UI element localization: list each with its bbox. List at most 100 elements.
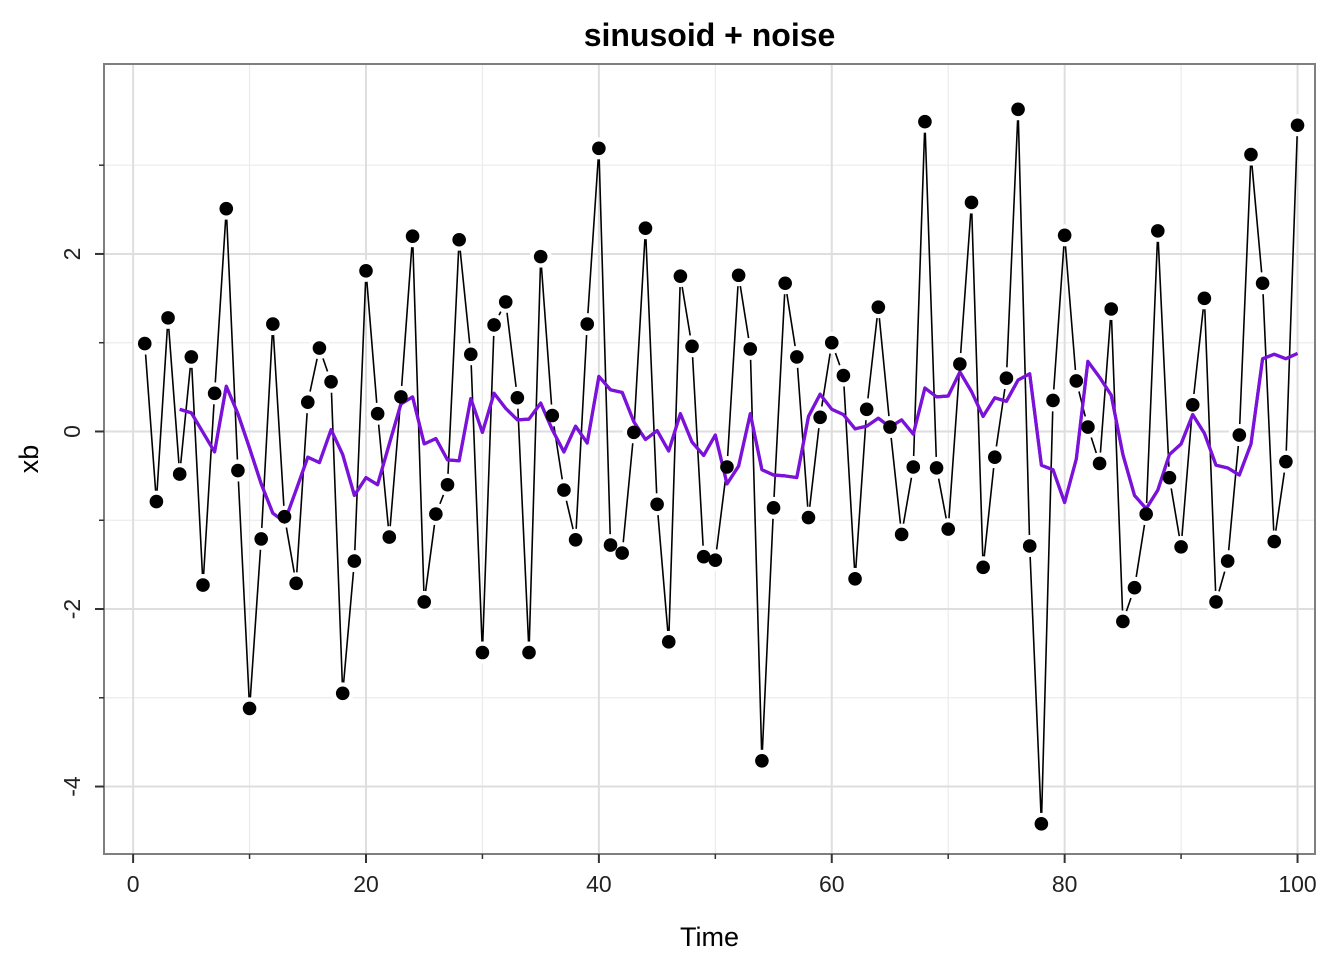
- data-point: [603, 538, 618, 552]
- x-tick-label: 80: [1052, 871, 1078, 897]
- data-point: [254, 532, 268, 546]
- data-point: [1011, 102, 1025, 117]
- grid: [104, 64, 1315, 854]
- data-point: [1174, 540, 1188, 554]
- data-point: [1151, 224, 1165, 238]
- data-point: [1127, 580, 1142, 595]
- x-tick-label: 0: [127, 871, 140, 897]
- data-point: [382, 530, 397, 544]
- data-point: [731, 268, 746, 283]
- x-tick-label: 100: [1278, 871, 1316, 897]
- data-point: [638, 221, 653, 236]
- data-point: [987, 450, 1002, 465]
- data-point: [498, 295, 513, 309]
- data-point: [813, 410, 827, 425]
- data-point: [1081, 420, 1095, 434]
- data-point: [533, 249, 548, 264]
- data-point: [941, 522, 956, 536]
- data-point: [696, 549, 711, 564]
- data-point: [1162, 470, 1177, 485]
- data-point: [219, 201, 234, 216]
- data-point: [452, 232, 466, 247]
- data-point: [149, 494, 164, 509]
- data-point: [929, 461, 944, 475]
- y-axis-label: xb: [14, 445, 44, 474]
- data-point: [1046, 393, 1060, 408]
- data-point: [790, 350, 804, 364]
- data-point: [1255, 276, 1270, 291]
- x-axis-label: Time: [680, 922, 739, 952]
- data-point: [1022, 539, 1037, 553]
- data-point: [545, 408, 560, 423]
- data-point: [615, 546, 629, 560]
- data-point: [1116, 614, 1130, 629]
- series-layer: [133, 98, 1309, 835]
- data-point: [685, 339, 699, 354]
- data-point: [277, 509, 292, 524]
- data-point: [312, 341, 327, 355]
- data-point: [510, 390, 525, 405]
- data-point: [207, 386, 222, 401]
- data-point: [836, 368, 851, 383]
- data-point: [650, 497, 664, 512]
- x-tick-label: 20: [353, 871, 379, 897]
- data-point: [976, 560, 990, 575]
- data-point: [1232, 428, 1247, 442]
- x-tick-label: 60: [819, 871, 845, 897]
- data-point: [592, 141, 606, 156]
- data-point: [661, 635, 676, 649]
- plot-panel-border: [103, 63, 1316, 855]
- data-point: [417, 595, 432, 609]
- data-point: [324, 374, 338, 389]
- data-point: [184, 350, 199, 364]
- data-point: [1197, 291, 1212, 306]
- data-point: [1139, 507, 1153, 521]
- data-point: [370, 406, 385, 421]
- data-point: [580, 317, 595, 331]
- data-point: [137, 336, 152, 351]
- data-point: [755, 753, 769, 768]
- data-point: [1220, 554, 1235, 568]
- data-point: [522, 645, 536, 660]
- y-tick-label: 2: [59, 248, 85, 261]
- data-point: [720, 460, 734, 474]
- data-point: [557, 483, 571, 497]
- data-point: [883, 420, 897, 434]
- data-point: [1279, 454, 1293, 469]
- data-point: [1209, 595, 1223, 609]
- data-point: [568, 532, 583, 547]
- data-point: [743, 342, 758, 356]
- data-point: [429, 507, 443, 521]
- data-point: [394, 390, 408, 404]
- data-point: [1069, 374, 1084, 388]
- data-point: [766, 501, 781, 515]
- data-point: [1104, 302, 1119, 316]
- data-point: [335, 686, 350, 701]
- data-point: [172, 467, 187, 481]
- data-point: [673, 269, 688, 283]
- data-point: [289, 576, 303, 591]
- axes: 0 20 40 60 80 100 -4 -2 0 2: [59, 164, 1317, 897]
- data-point: [1034, 817, 1049, 831]
- data-point: [440, 477, 455, 492]
- data-point: [475, 645, 490, 660]
- data-point: [999, 371, 1014, 386]
- y-tick-label: 0: [59, 425, 85, 438]
- smoothed-series-line: [179, 351, 1299, 524]
- data-point: [231, 463, 245, 478]
- data-point: [347, 554, 362, 568]
- data-point: [894, 527, 909, 542]
- y-tick-label: -2: [59, 599, 85, 619]
- data-point: [871, 300, 886, 315]
- data-point: [196, 578, 210, 592]
- data-point: [300, 395, 315, 409]
- data-point: [964, 195, 979, 210]
- y-tick-label: -4: [59, 776, 85, 797]
- data-point: [266, 317, 280, 331]
- data-point: [1057, 228, 1072, 243]
- data-point: [1244, 147, 1258, 162]
- data-point: [1290, 118, 1305, 133]
- data-point: [161, 311, 175, 325]
